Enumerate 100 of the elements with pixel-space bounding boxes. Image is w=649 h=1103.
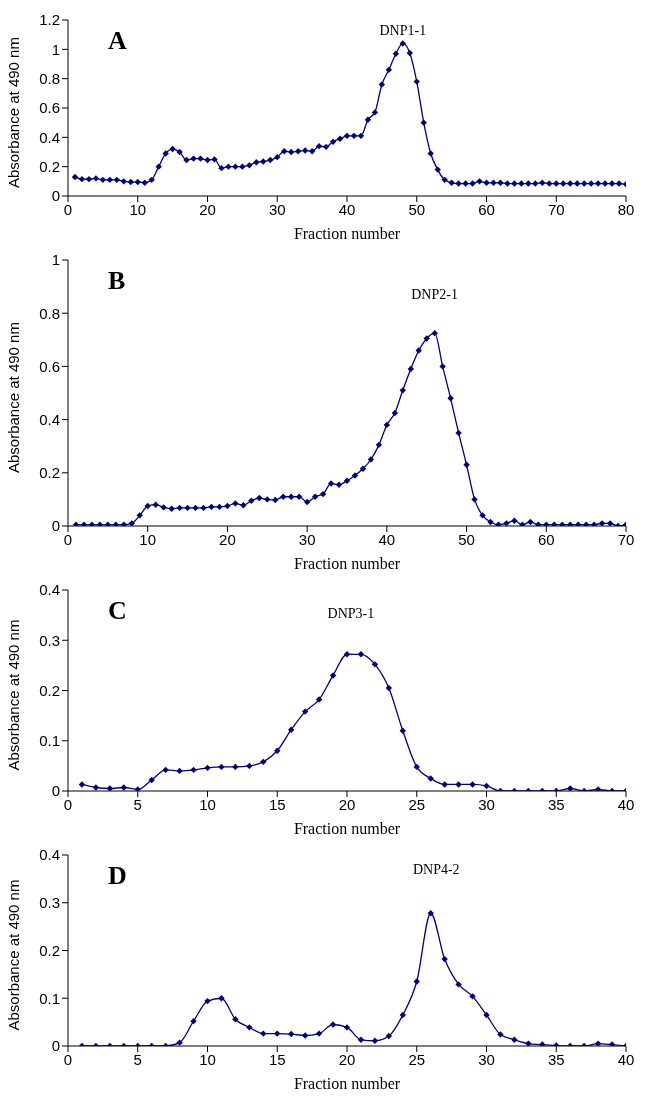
x-tick-label: 10: [199, 1050, 216, 1068]
point: [176, 767, 183, 775]
y-tick-label: 0.4: [39, 846, 60, 864]
x-tick-label: 15: [268, 795, 286, 813]
point: [455, 781, 462, 788]
point: [260, 1030, 267, 1037]
point: [357, 651, 365, 658]
point: [301, 1032, 309, 1039]
y-tick-label: 0.1: [39, 989, 60, 1007]
x-axis-title: Fraction number: [293, 1075, 401, 1093]
point: [343, 1024, 351, 1031]
x-tick-label: 35: [547, 795, 565, 813]
point: [427, 910, 434, 917]
x-tick-label: 30: [298, 530, 316, 548]
y-axis-title: Absorbance at 490 nm: [5, 322, 23, 473]
x-tick-label: 5: [133, 1050, 142, 1068]
x-tick-label: 60: [478, 200, 495, 218]
y-axis-title: Absorbance at 490 nm: [5, 37, 23, 188]
x-axis-title: Fraction number: [293, 820, 401, 838]
x-tick-label: 25: [408, 1050, 426, 1068]
point: [106, 785, 114, 791]
x-tick-label: 40: [617, 795, 635, 813]
point: [288, 726, 295, 733]
point: [469, 993, 476, 1000]
y-tick-label: 1: [51, 251, 60, 269]
point: [399, 727, 406, 734]
point: [218, 763, 225, 771]
point: [385, 684, 393, 692]
point: [413, 763, 420, 771]
y-tick-label: 0: [51, 517, 60, 535]
point: [525, 1040, 532, 1046]
y-axis-title: Absorbance at 490 nm: [5, 619, 23, 771]
x-tick-label: 30: [478, 795, 495, 813]
point: [288, 1030, 295, 1038]
point: [399, 1011, 406, 1019]
x-tick-label: 30: [478, 1050, 495, 1068]
x-axis-title: Fraction number: [293, 225, 401, 243]
point: [371, 661, 379, 668]
point: [315, 1030, 323, 1037]
annotation: A: [108, 26, 127, 56]
y-tick-label: 0.4: [39, 128, 60, 146]
annotation: DNP4-2: [412, 862, 460, 879]
annotation: D: [108, 861, 127, 891]
annotation: DNP3-1: [327, 606, 375, 623]
y-tick-label: 0.3: [39, 894, 60, 912]
y-tick-label: 0.4: [39, 581, 60, 599]
y-tick-label: 0.2: [39, 464, 60, 482]
point: [232, 1016, 239, 1023]
point: [343, 651, 351, 658]
point: [274, 1030, 281, 1037]
y-tick-label: 0.6: [39, 357, 60, 375]
point: [427, 775, 434, 782]
x-tick-label: 10: [199, 795, 216, 813]
point: [246, 762, 253, 770]
x-tick-label: 20: [338, 795, 356, 813]
point: [92, 784, 100, 791]
point: [469, 781, 476, 788]
point: [594, 1040, 602, 1046]
point: [483, 782, 490, 790]
annotation: C: [108, 596, 127, 626]
point: [413, 978, 420, 985]
x-tick-label: 50: [458, 530, 475, 548]
x-tick-label: 70: [617, 530, 635, 548]
x-tick-label: 60: [537, 530, 555, 548]
y-tick-label: 0.8: [39, 69, 60, 87]
x-tick-label: 20: [338, 1050, 356, 1068]
point: [148, 776, 155, 784]
x-tick-label: 40: [617, 1050, 635, 1068]
x-tick-label: 20: [199, 200, 216, 218]
x-tick-label: 20: [219, 530, 236, 548]
y-tick-label: 0: [51, 1037, 60, 1055]
point: [162, 766, 169, 774]
point: [218, 995, 225, 1002]
point: [260, 758, 267, 766]
annotation: DNP2-1: [411, 286, 458, 303]
x-tick-label: 50: [408, 200, 426, 218]
point: [78, 781, 86, 788]
x-tick-label: 80: [617, 200, 635, 218]
y-tick-label: 0.2: [39, 681, 60, 699]
x-tick-label: 0: [63, 530, 73, 548]
x-tick-label: 30: [268, 200, 286, 218]
x-tick-label: 0: [63, 1050, 73, 1068]
point: [385, 1032, 393, 1040]
point: [301, 708, 309, 715]
point: [190, 1017, 197, 1025]
point: [329, 1021, 337, 1028]
x-tick-label: 35: [547, 1050, 565, 1068]
point: [567, 785, 574, 791]
x-tick-label: 40: [338, 200, 356, 218]
annotation: B: [108, 266, 126, 296]
x-tick-label: 0: [63, 795, 73, 813]
x-axis-title: Fraction number: [293, 555, 401, 573]
point: [176, 1039, 183, 1046]
y-tick-label: 1: [51, 40, 60, 58]
x-tick-label: 40: [378, 530, 396, 548]
y-tick-label: 0.2: [39, 157, 60, 175]
y-tick-label: 0.2: [39, 941, 60, 959]
x-tick-label: 0: [63, 200, 73, 218]
point: [357, 1036, 365, 1043]
y-axis-title: Absorbance at 490 nm: [5, 879, 23, 1031]
